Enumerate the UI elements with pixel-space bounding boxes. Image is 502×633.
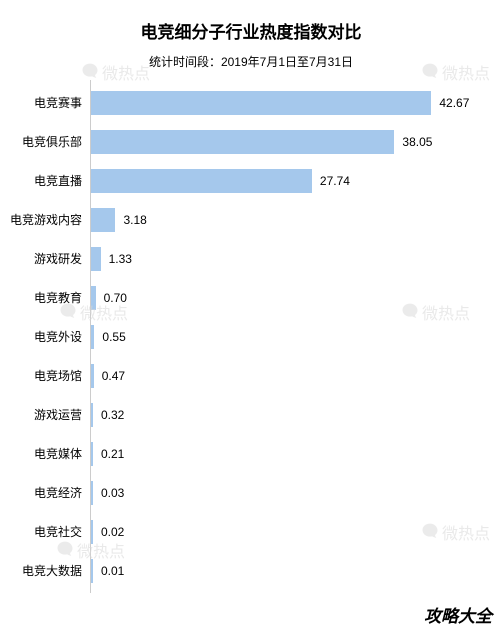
chart-row: 电竞游戏内容 3.18: [0, 201, 502, 238]
bar-wrap: 38.05: [90, 123, 502, 160]
category-label: 电竞经济: [0, 484, 90, 501]
bar: [90, 91, 431, 115]
value-label: 0.03: [101, 486, 124, 500]
category-label: 电竞大数据: [0, 562, 90, 579]
bar-wrap: 0.55: [90, 318, 502, 355]
value-label: 42.67: [439, 96, 469, 110]
bar: [90, 169, 312, 193]
chart-row: 电竞直播 27.74: [0, 162, 502, 199]
category-label: 电竞场馆: [0, 367, 90, 384]
bar-wrap: 27.74: [90, 162, 502, 199]
bar-wrap: 0.47: [90, 357, 502, 394]
chart-row: 电竞赛事 42.67: [0, 84, 502, 121]
chart-row: 游戏运营 0.32: [0, 396, 502, 433]
bar-wrap: 0.02: [90, 513, 502, 550]
chart-container: 电竞细分子行业热度指数对比 统计时间段：2019年7月1日至7月31日 电竞赛事…: [0, 0, 502, 633]
chart-title: 电竞细分子行业热度指数对比: [0, 18, 502, 43]
category-label: 电竞外设: [0, 328, 90, 345]
category-label: 电竞教育: [0, 289, 90, 306]
category-label: 电竞社交: [0, 523, 90, 540]
chart-row: 电竞社交 0.02: [0, 513, 502, 550]
value-label: 1.33: [109, 252, 132, 266]
bar-wrap: 3.18: [90, 201, 502, 238]
bar: [90, 208, 115, 232]
value-label: 0.32: [101, 408, 124, 422]
chart-row: 电竞场馆 0.47: [0, 357, 502, 394]
bar-wrap: 0.70: [90, 279, 502, 316]
bar: [90, 130, 394, 154]
value-label: 38.05: [402, 135, 432, 149]
category-label: 电竞赛事: [0, 94, 90, 111]
bar-wrap: 1.33: [90, 240, 502, 277]
chart-subtitle: 统计时间段：2019年7月1日至7月31日: [0, 53, 502, 70]
bar-wrap: 0.32: [90, 396, 502, 433]
value-label: 0.01: [101, 564, 124, 578]
chart-row: 电竞俱乐部 38.05: [0, 123, 502, 160]
bar-wrap: 0.21: [90, 435, 502, 472]
category-label: 电竞游戏内容: [0, 211, 90, 228]
chart-row: 电竞经济 0.03: [0, 474, 502, 511]
value-label: 0.55: [102, 330, 125, 344]
category-label: 游戏运营: [0, 406, 90, 423]
axis-line: [90, 548, 91, 593]
value-label: 3.18: [123, 213, 146, 227]
category-label: 电竞媒体: [0, 445, 90, 462]
chart-row: 电竞外设 0.55: [0, 318, 502, 355]
category-label: 游戏研发: [0, 250, 90, 267]
chart-row: 游戏研发 1.33: [0, 240, 502, 277]
bar-wrap: 0.01: [90, 552, 502, 589]
value-label: 0.21: [101, 447, 124, 461]
chart-row: 电竞大数据 0.01: [0, 552, 502, 589]
category-label: 电竞俱乐部: [0, 133, 90, 150]
bar-chart: 电竞赛事 42.67 电竞俱乐部 38.05 电竞直播 27.74 电竞游戏内容 3.18 游戏…: [0, 84, 502, 589]
chart-row: 电竞教育 0.70: [0, 279, 502, 316]
bar-wrap: 0.03: [90, 474, 502, 511]
bar: [90, 247, 101, 271]
value-label: 27.74: [320, 174, 350, 188]
category-label: 电竞直播: [0, 172, 90, 189]
value-label: 0.02: [101, 525, 124, 539]
value-label: 0.70: [104, 291, 127, 305]
chart-row: 电竞媒体 0.21: [0, 435, 502, 472]
value-label: 0.47: [102, 369, 125, 383]
bar-wrap: 42.67: [90, 84, 502, 121]
footer-attribution: 攻略大全: [424, 602, 492, 627]
